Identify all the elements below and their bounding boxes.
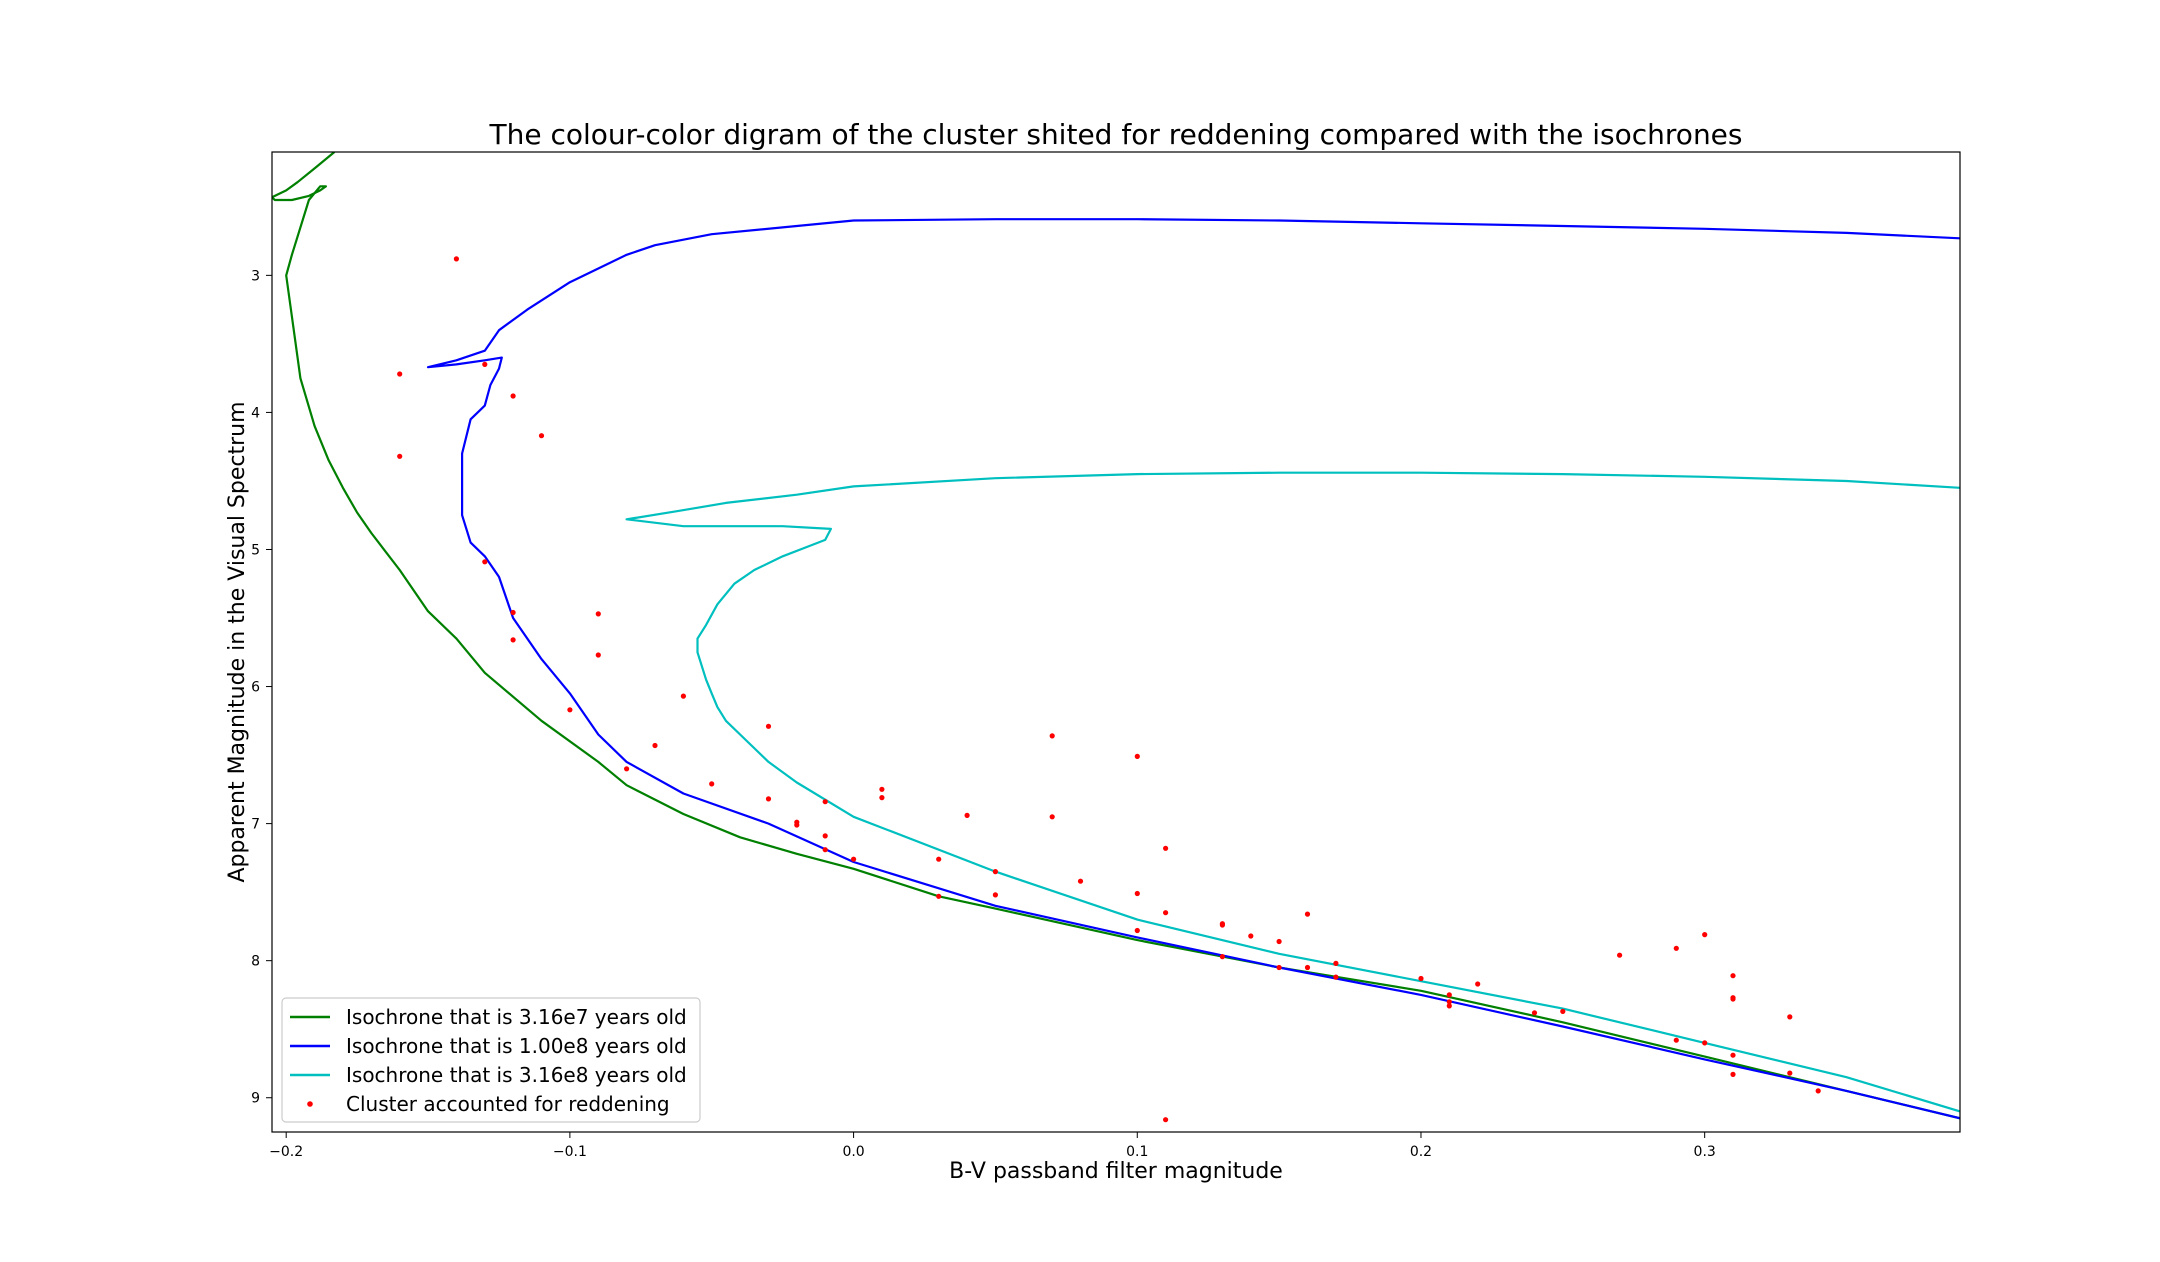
data-point (1730, 1071, 1736, 1077)
data-point (1673, 1037, 1679, 1043)
data-point (1333, 960, 1339, 967)
data-point (1730, 996, 1736, 1002)
data-point (1163, 845, 1169, 851)
data-point (964, 812, 970, 819)
data-point (851, 856, 857, 862)
data-point (879, 795, 885, 801)
data-point (397, 371, 403, 377)
data-point (1815, 1088, 1821, 1094)
data-point (1219, 954, 1225, 960)
y-tick-label: 7 (251, 817, 260, 833)
legend-label: Cluster accounted for reddening (346, 1092, 670, 1116)
data-point (453, 256, 459, 262)
data-point (1702, 1040, 1708, 1046)
x-tick-label: 0.3 (1694, 1144, 1716, 1160)
data-point (1787, 1014, 1793, 1020)
data-point (936, 893, 942, 899)
data-point (624, 766, 630, 772)
data-point (482, 559, 488, 565)
data-point (1276, 964, 1282, 971)
data-point (1730, 1052, 1736, 1058)
data-point (1446, 999, 1452, 1005)
data-point (595, 652, 601, 658)
chart-title: The colour-color digram of the cluster s… (488, 118, 1742, 151)
y-tick-label: 5 (251, 542, 260, 558)
data-point (1276, 938, 1282, 945)
y-tick-label: 9 (251, 1091, 260, 1107)
data-point (1787, 1070, 1793, 1076)
legend-box (281, 997, 701, 1123)
data-point (538, 433, 545, 439)
data-point (567, 707, 573, 713)
x-tick-label: −0.2 (269, 1144, 303, 1160)
data-point (1333, 974, 1339, 980)
data-point (1475, 981, 1481, 987)
data-point (794, 822, 800, 828)
plot-area-frame (271, 151, 1961, 1133)
y-axis-label: Apparent Magnitude in the Visual Spectru… (225, 401, 250, 882)
data-point (1702, 932, 1708, 938)
x-tick-label: 0.0 (842, 1144, 864, 1160)
data-point (992, 869, 999, 875)
y-tick-label: 8 (251, 954, 260, 970)
data-point (1049, 733, 1055, 739)
data-point (1418, 975, 1424, 982)
data-point (822, 833, 828, 839)
series-line-2 (426, 218, 1960, 1120)
legend-swatch-marker (307, 1101, 313, 1107)
data-point (1248, 933, 1254, 939)
data-point (1446, 1003, 1452, 1009)
data-point (1163, 1117, 1169, 1123)
data-point (482, 361, 488, 367)
data-point (1219, 922, 1225, 928)
data-point (1617, 952, 1623, 958)
legend-label: Isochrone that is 3.16e8 years old (346, 1063, 687, 1087)
y-tick-label: 4 (251, 405, 260, 421)
data-point (1304, 911, 1311, 917)
data-point (709, 781, 715, 787)
data-point (397, 453, 403, 459)
data-point (1304, 964, 1311, 971)
data-point (652, 742, 658, 749)
data-point (1134, 753, 1140, 760)
data-point (1049, 814, 1055, 820)
data-point (1446, 992, 1452, 998)
data-point (1673, 945, 1679, 951)
data-point (765, 723, 772, 729)
data-point (822, 799, 828, 805)
legend-label: Isochrone that is 1.00e8 years old (346, 1034, 687, 1058)
data-point (510, 609, 516, 616)
data-point (936, 856, 942, 862)
data-point (1163, 910, 1169, 916)
data-point (1077, 878, 1084, 884)
data-point (822, 847, 828, 853)
y-tick-label: 3 (251, 268, 260, 284)
legend: Isochrone that is 3.16e7 years old Isochr… (281, 997, 701, 1123)
data-point (510, 393, 516, 399)
series-line-3 (625, 471, 1960, 1113)
data-point (765, 796, 772, 802)
data-point (1134, 890, 1140, 897)
data-point (595, 611, 601, 617)
x-tick-label: 0.2 (1410, 1144, 1432, 1160)
data-point (510, 637, 516, 643)
data-point (1560, 1008, 1566, 1015)
x-axis-label: B-V passband filter magnitude (949, 1159, 1283, 1184)
data-point (1531, 1010, 1538, 1016)
x-tick-label: 0.1 (1126, 1144, 1148, 1160)
data-point (680, 693, 687, 699)
data-point (1134, 927, 1140, 934)
legend-label: Isochrone that is 3.16e7 years old (346, 1005, 687, 1029)
data-point (992, 892, 999, 898)
x-tick-label: −0.1 (553, 1144, 587, 1160)
data-point (879, 786, 885, 792)
data-point (1730, 973, 1736, 979)
y-tick-label: 6 (251, 680, 260, 696)
series-line-1 (272, 152, 1960, 1120)
